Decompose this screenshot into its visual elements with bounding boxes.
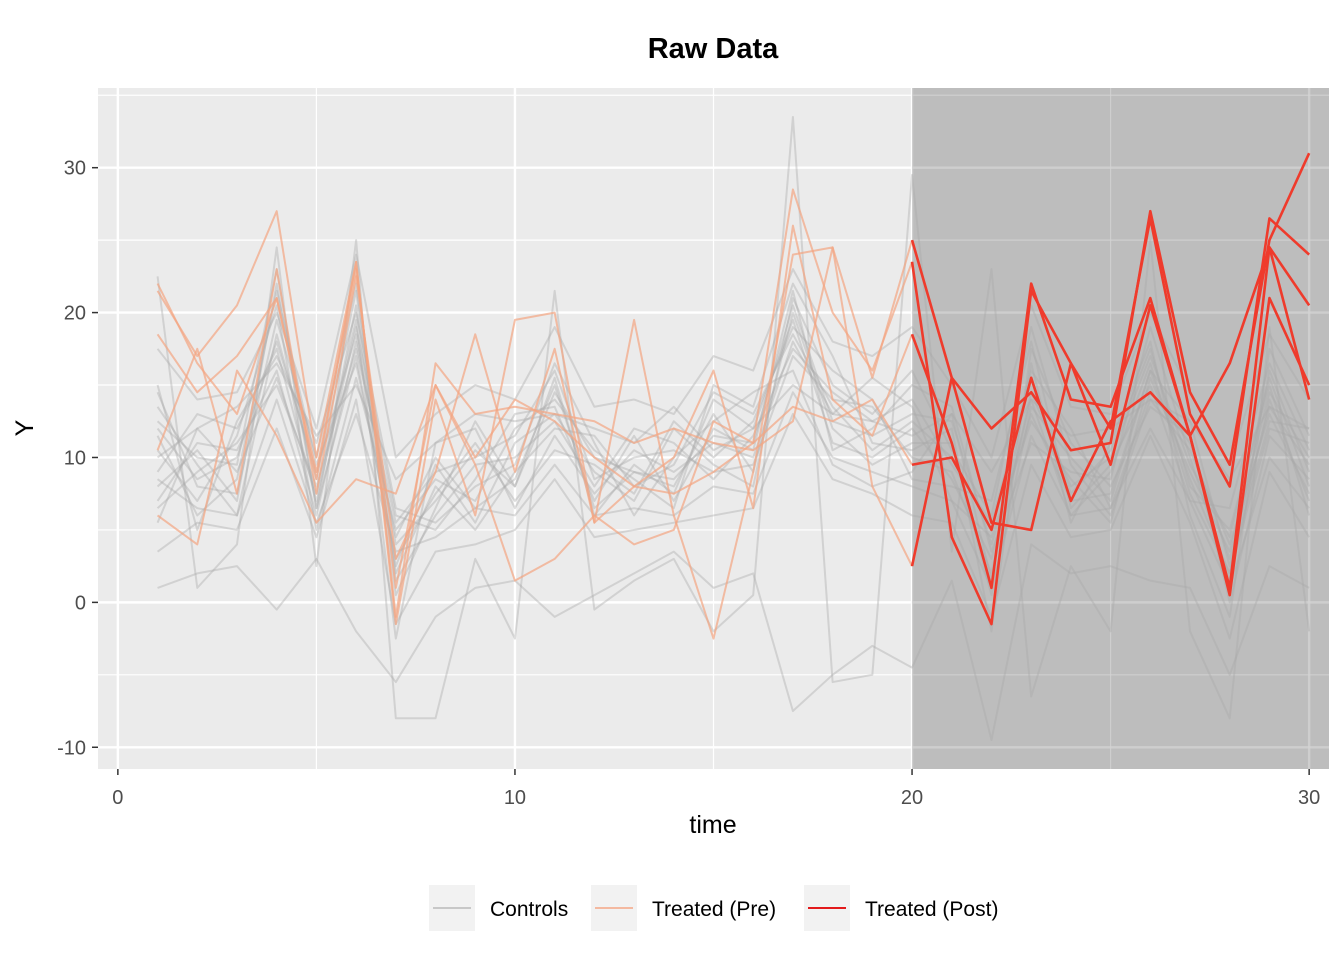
- control-line-5: [156, 282, 1310, 633]
- control-line-7: [156, 311, 1310, 597]
- legend-label-treated-post: Treated (Post): [865, 898, 998, 921]
- legend-item-treated-pre: Treated (Pre): [591, 885, 776, 931]
- legend-label-treated-pre: Treated (Pre): [652, 898, 776, 921]
- treated-pre-line-4: [156, 246, 913, 640]
- legend: Controls Treated (Pre) Treated (Post): [429, 885, 998, 931]
- x-tick-label: 0: [112, 787, 123, 809]
- legend-item-controls: Controls: [429, 885, 568, 931]
- legend-label-controls: Controls: [490, 898, 568, 921]
- x-axis-title: time: [689, 811, 736, 839]
- treated-post-line-2: [910, 217, 1311, 626]
- x-tick-label: 20: [901, 787, 923, 809]
- control-line-1: [156, 318, 1311, 575]
- treated-post-line-5: [911, 246, 1311, 532]
- x-axis-ticks: 0 10 20 30: [112, 769, 1320, 809]
- control-line-2: [156, 282, 1311, 568]
- control-line-14: [157, 543, 1310, 742]
- y-axis-ticks: -10 0 10 20 30: [57, 158, 98, 759]
- post-grid: [912, 88, 1329, 769]
- gridlines-post: [912, 88, 1329, 769]
- y-tick-label: 30: [64, 158, 86, 180]
- treated-post-line-4: [910, 296, 1311, 597]
- control-line-18: [156, 391, 1310, 589]
- y-tick-label: -10: [57, 737, 86, 759]
- treated-post-series: [910, 152, 1311, 626]
- treated-pre-series: [156, 188, 914, 640]
- treated-pre-line-5: [156, 369, 913, 582]
- y-tick-label: 10: [64, 447, 86, 469]
- chart-title: Raw Data: [648, 33, 779, 65]
- x-tick-label: 30: [1298, 787, 1320, 809]
- treated-pre-line-3: [156, 224, 913, 560]
- treated-post-line-3: [910, 246, 1311, 590]
- x-tick-label: 10: [504, 787, 526, 809]
- control-line-4: [156, 318, 1310, 640]
- y-tick-label: 0: [75, 592, 86, 614]
- y-axis-title: Y: [11, 419, 39, 436]
- control-line-3: [156, 311, 1311, 618]
- control-line-16: [156, 398, 1310, 640]
- legend-item-treated-post: Treated (Post): [804, 885, 998, 931]
- y-tick-label: 20: [64, 303, 86, 325]
